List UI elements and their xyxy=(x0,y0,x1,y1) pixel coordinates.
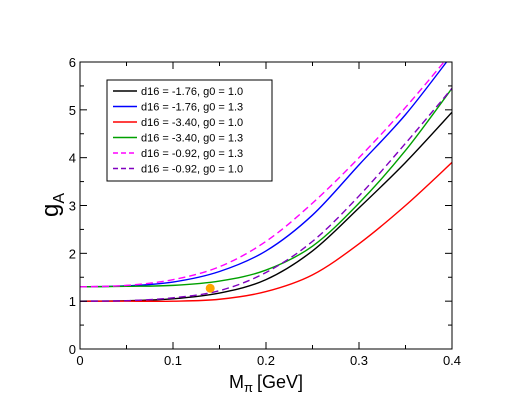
x-axis-label-sub: π xyxy=(244,380,253,395)
x-tick-label: 0.3 xyxy=(350,353,368,368)
series-line-2 xyxy=(80,62,448,288)
y-axis-label-sub: A xyxy=(51,193,68,204)
series-line-3 xyxy=(80,161,452,303)
data-point-marker xyxy=(205,283,215,293)
x-axis-label: Mπ [GeV] xyxy=(229,372,303,395)
y-tick-label: 6 xyxy=(69,55,76,70)
series-line-6 xyxy=(80,87,452,302)
legend-box xyxy=(106,79,273,182)
y-axis-label: gA xyxy=(37,193,68,217)
series-layer xyxy=(80,62,452,303)
x-tick-label: 0.1 xyxy=(164,353,182,368)
legend-label: d16 = -3.40, g0 = 1.0 xyxy=(141,117,243,129)
x-axis-label-main: M xyxy=(229,372,244,392)
y-axis-label-main: g xyxy=(37,204,64,217)
legend-label: d16 = -3.40, g0 = 1.3 xyxy=(141,133,243,145)
x-tick-label: 0 xyxy=(76,353,83,368)
series-line-5 xyxy=(80,62,445,288)
legend-label: d16 = -0.92, g0 = 1.0 xyxy=(141,164,243,176)
legend-label: d16 = -1.76, g0 = 1.3 xyxy=(141,102,243,114)
x-tick-label: 0.4 xyxy=(443,353,461,368)
legend: d16 = -1.76, g0 = 1.0 d16 = -1.76, g0 = 1… xyxy=(106,79,273,182)
series-line-1 xyxy=(80,111,452,302)
legend-label: d16 = -0.92, g0 = 1.3 xyxy=(141,148,243,160)
series-line-4 xyxy=(80,87,452,288)
y-tick-label: 3 xyxy=(69,199,76,214)
y-tick-label: 5 xyxy=(69,103,76,118)
y-tick-label: 2 xyxy=(69,246,76,261)
legend-label: d16 = -1.76, g0 = 1.0 xyxy=(141,86,243,98)
y-tick-label: 0 xyxy=(69,342,76,357)
x-tick-label: 0.2 xyxy=(257,353,275,368)
x-axis-label-unit: [GeV] xyxy=(257,372,303,392)
y-tick-label: 4 xyxy=(69,151,76,166)
ticks-layer: 0 0.1 0.2 0.3 0.4 0 1 2 3 4 5 6 xyxy=(69,55,461,368)
y-tick-label: 1 xyxy=(69,294,76,309)
